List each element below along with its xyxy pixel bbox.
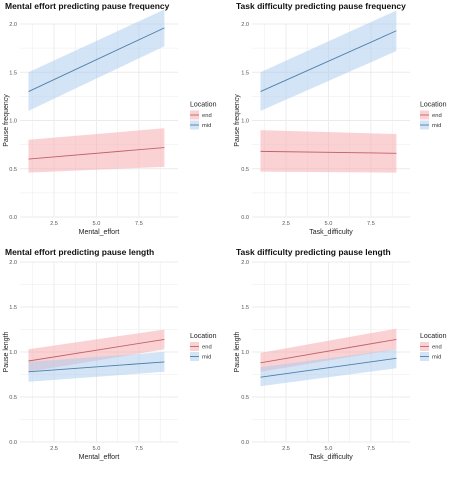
chart-panel-3: 0.0 0.5 1.0 1.5 2.0 2.5 5.0 7.5 Mental_effort Pau… <box>3 247 217 461</box>
confidence-band-end <box>260 130 397 173</box>
y-tick-label: 1.5 <box>9 305 17 311</box>
x-axis-label: Task_difficulty <box>309 229 353 236</box>
y-tick-label: 0.0 <box>9 440 17 446</box>
x-tick-label: 2.5 <box>282 221 290 227</box>
chart-panel-1: 0.0 0.5 1.0 1.5 2.0 2.5 5.0 7.5 Mental_effort Pau… <box>3 1 217 236</box>
x-tick-label: 5.0 <box>93 221 101 227</box>
chart-title: Mental effort predicting pause length <box>5 247 154 257</box>
y-tick-label: 1.5 <box>241 305 249 311</box>
legend-title: Location <box>190 102 217 109</box>
regression-line-mid <box>28 27 165 92</box>
y-tick-label: 0.5 <box>241 167 249 173</box>
chart-title: Task difficulty predicting pause frequen… <box>236 1 406 11</box>
legend-label-mid: mid <box>432 123 441 129</box>
chart-title: Task difficulty predicting pause length <box>236 247 391 257</box>
x-tick-label: 7.5 <box>367 221 375 227</box>
y-tick-label: 0.5 <box>9 395 17 401</box>
y-tick-label: 1.0 <box>241 350 249 356</box>
y-tick-label: 1.5 <box>9 70 17 76</box>
x-axis-label: Task_difficulty <box>309 454 353 461</box>
y-axis-label: Pause frequency <box>234 94 241 147</box>
y-tick-label: 2.0 <box>9 260 17 266</box>
confidence-band-end <box>260 328 397 372</box>
legend-label-mid: mid <box>202 123 211 129</box>
legend-label-end: end <box>432 113 442 119</box>
legend-label-mid: mid <box>202 355 211 361</box>
legend-label-end: end <box>202 113 212 119</box>
y-tick-label: 2.0 <box>241 260 249 266</box>
x-tick-label: 5.0 <box>93 446 101 452</box>
regression-line-mid <box>260 30 397 92</box>
y-tick-label: 0.0 <box>241 440 249 446</box>
y-tick-label: 2.0 <box>241 22 249 28</box>
x-axis-label: Mental_effort <box>79 229 120 236</box>
y-tick-label: 0.5 <box>241 395 249 401</box>
y-tick-label: 1.5 <box>241 70 249 76</box>
y-axis-label: Pause length <box>234 331 241 372</box>
regression-line-end <box>260 338 397 364</box>
x-tick-label: 7.5 <box>135 221 143 227</box>
y-axis-label: Pause frequency <box>3 94 10 147</box>
x-tick-label: 5.0 <box>325 221 333 227</box>
regression-line-end <box>28 147 165 160</box>
legend-label-end: end <box>432 345 442 351</box>
regression-line-mid <box>28 361 165 373</box>
x-tick-label: 2.5 <box>50 221 58 227</box>
y-tick-label: 1.0 <box>241 119 249 125</box>
y-tick-label: 1.0 <box>9 350 17 356</box>
legend-label-end: end <box>202 345 212 351</box>
x-tick-label: 2.5 <box>282 446 290 452</box>
x-tick-label: 7.5 <box>135 446 143 452</box>
x-tick-label: 7.5 <box>367 446 375 452</box>
legend-label-mid: mid <box>432 355 441 361</box>
x-tick-label: 2.5 <box>50 446 58 452</box>
x-tick-label: 5.0 <box>325 446 333 452</box>
x-axis-label: Mental_effort <box>79 454 120 461</box>
chart-panel-4: 0.0 0.5 1.0 1.5 2.0 2.5 5.0 7.5 Task_difficulty P… <box>234 247 447 461</box>
chart-panel-2: 0.0 0.5 1.0 1.5 2.0 2.5 5.0 7.5 Task_difficulty P… <box>234 1 447 236</box>
y-tick-label: 0.0 <box>241 215 249 221</box>
y-tick-label: 0.5 <box>9 167 17 173</box>
legend-title: Location <box>420 333 447 340</box>
regression-line-end <box>260 150 397 154</box>
chart-title: Mental effort predicting pause frequency <box>5 1 170 11</box>
y-axis-label: Pause length <box>3 331 10 372</box>
legend-title: Location <box>190 333 217 340</box>
regression-line-mid <box>260 357 397 378</box>
y-tick-label: 0.0 <box>9 215 17 221</box>
regression-line-end <box>28 338 165 362</box>
confidence-band-end <box>28 128 165 173</box>
y-tick-label: 2.0 <box>9 22 17 28</box>
legend-title: Location <box>420 102 447 109</box>
y-tick-label: 1.0 <box>9 119 17 125</box>
